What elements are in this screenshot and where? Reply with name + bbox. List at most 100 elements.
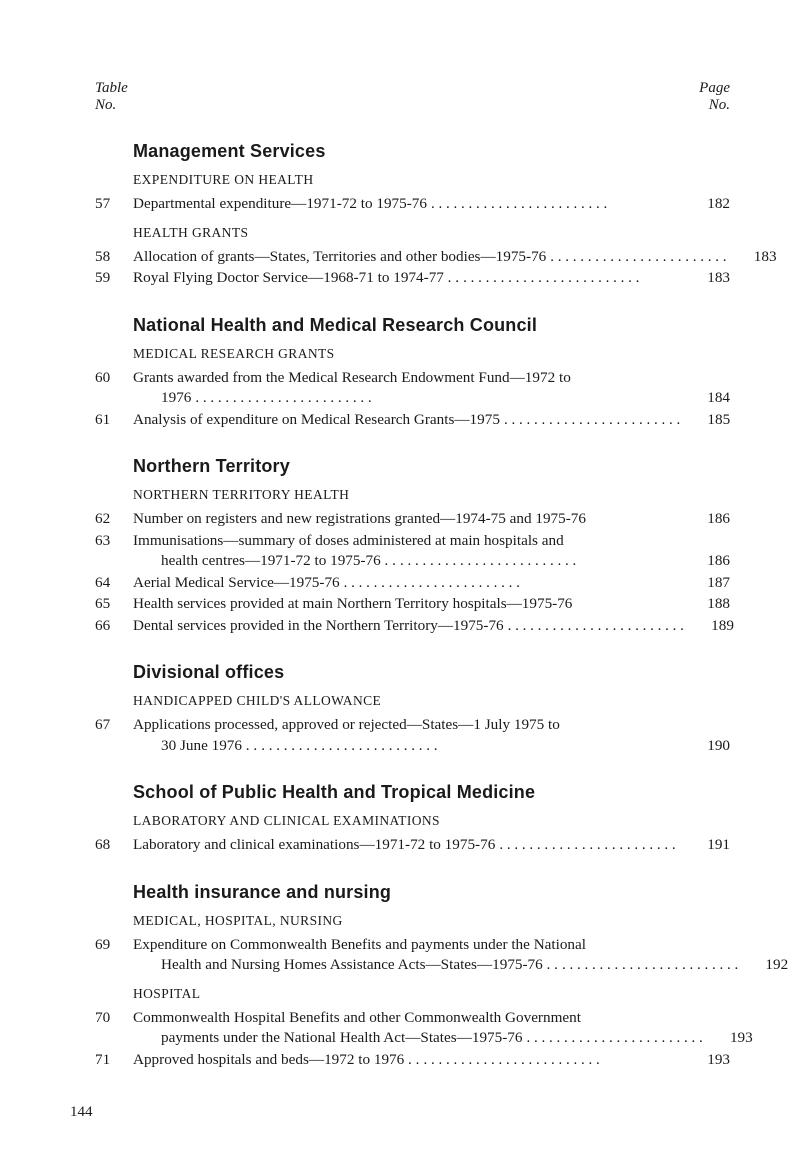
entry-line: Dental services provided in the Northern…	[133, 616, 734, 637]
entry-line: Expenditure on Commonwealth Benefits and…	[133, 935, 788, 956]
entry-description: Immunisations—summary of doses administe…	[133, 531, 730, 572]
entry-description: Analysis of expenditure on Medical Resea…	[133, 410, 730, 431]
page-ref: 192	[738, 955, 788, 976]
table-number: 70	[95, 1008, 133, 1029]
label-no-right: No.	[699, 97, 730, 114]
table-number: 64	[95, 573, 133, 594]
page-ref: 186	[680, 551, 730, 572]
entry-line: Grants awarded from the Medical Research…	[133, 368, 730, 389]
entry-description: Number on registers and new registration…	[133, 509, 730, 530]
entry-line: Laboratory and clinical examinations—197…	[133, 835, 730, 856]
entry-description: Laboratory and clinical examinations—197…	[133, 835, 730, 856]
entry-line: Health services provided at main Norther…	[133, 594, 730, 615]
table-number: 63	[95, 531, 133, 552]
entry-text: Dental services provided in the Northern…	[133, 616, 504, 637]
entry-line: Aerial Medical Service—1975-76187	[133, 573, 730, 594]
entry-line: payments under the National Health Act—S…	[133, 1028, 753, 1049]
entry-text: Approved hospitals and beds—1972 to 1976…	[133, 1050, 419, 1071]
entry-line: Departmental expenditure—1971-72 to 1975…	[133, 194, 730, 215]
entry-description: Aerial Medical Service—1975-76187	[133, 573, 730, 594]
dot-leaders	[504, 616, 684, 636]
dot-leaders	[500, 410, 680, 430]
page-ref: 184	[680, 388, 730, 409]
entry-text: Aerial Medical Service—1975-76	[133, 573, 340, 594]
entry-text: Laboratory and clinical examinations—197…	[133, 835, 495, 856]
entry-description: Approved hospitals and beds—1972 to 1976…	[133, 1050, 730, 1071]
toc-entry: 63Immunisations—summary of doses adminis…	[95, 531, 730, 572]
entry-description: Health services provided at main Norther…	[133, 594, 730, 615]
toc-entry: 70Commonwealth Hospital Benefits and oth…	[95, 1008, 730, 1049]
toc-entry: 66Dental services provided in the Northe…	[95, 616, 730, 637]
toc-entry: 61Analysis of expenditure on Medical Res…	[95, 410, 730, 431]
dot-leaders	[546, 247, 726, 267]
dot-leaders	[396, 551, 680, 571]
toc-entry: 58Allocation of grants—States, Territori…	[95, 247, 730, 268]
header-right: Page No.	[699, 80, 730, 113]
dot-leaders	[191, 388, 680, 408]
page-ref: 193	[703, 1028, 753, 1049]
section-title: Divisional offices	[133, 662, 730, 683]
section-title: Management Services	[133, 141, 730, 162]
table-number: 58	[95, 247, 133, 268]
entry-line: health centres—1971-72 to 1975-76 . . 186	[133, 551, 730, 572]
label-no-left: No.	[95, 97, 128, 114]
entry-text: 30 June 1976 . .	[161, 736, 257, 757]
table-number: 60	[95, 368, 133, 389]
document-page: Table No. Page No. Management Servicesex…	[0, 0, 800, 1161]
entry-description: Dental services provided in the Northern…	[133, 616, 734, 637]
page-ref: 190	[680, 736, 730, 757]
table-number: 67	[95, 715, 133, 736]
toc-section: National Health and Medical Research Cou…	[95, 315, 730, 431]
entry-line: 30 June 1976 . . 190	[133, 736, 730, 757]
dot-leaders	[427, 194, 680, 214]
toc-section: School of Public Health and Tropical Med…	[95, 782, 730, 856]
entry-description: Applications processed, approved or reje…	[133, 715, 730, 756]
section-subhead: medical, hospital, nursing	[133, 913, 730, 929]
entry-text: Grants awarded from the Medical Research…	[133, 368, 571, 389]
dot-leaders	[257, 736, 680, 756]
label-page: Page	[699, 80, 730, 97]
table-number: 61	[95, 410, 133, 431]
dot-leaders	[558, 955, 738, 975]
entry-text: health centres—1971-72 to 1975-76 . .	[161, 551, 396, 572]
entry-line: Approved hospitals and beds—1972 to 1976…	[133, 1050, 730, 1071]
toc-entry: 57Departmental expenditure—1971-72 to 19…	[95, 194, 730, 215]
dot-leaders	[522, 1028, 702, 1048]
page-ref: 183	[680, 268, 730, 289]
toc-content: Management Servicesexpenditure on health…	[95, 141, 730, 1070]
table-number: 65	[95, 594, 133, 615]
table-number: 59	[95, 268, 133, 289]
page-ref: 193	[680, 1050, 730, 1071]
entry-text: 1976	[161, 388, 191, 409]
toc-section: Health insurance and nursingmedical, hos…	[95, 882, 730, 1071]
toc-entry: 69Expenditure on Commonwealth Benefits a…	[95, 935, 730, 976]
section-subhead: laboratory and clinical examinations	[133, 813, 730, 829]
toc-entry: 67Applications processed, approved or re…	[95, 715, 730, 756]
entry-text: Applications processed, approved or reje…	[133, 715, 560, 736]
table-number: 71	[95, 1050, 133, 1071]
toc-entry: 68Laboratory and clinical examinations—1…	[95, 835, 730, 856]
entry-description: Expenditure on Commonwealth Benefits and…	[133, 935, 788, 976]
page-ref: 183	[727, 247, 777, 268]
entry-line: Number on registers and new registration…	[133, 509, 730, 530]
entry-line: Royal Flying Doctor Service—1968-71 to 1…	[133, 268, 730, 289]
dot-leaders	[459, 268, 680, 288]
toc-section: Northern Territorynorthern territory hea…	[95, 456, 730, 636]
entry-text: Number on registers and new registration…	[133, 509, 586, 530]
toc-entry: 60Grants awarded from the Medical Resear…	[95, 368, 730, 409]
page-ref: 185	[680, 410, 730, 431]
section-title: School of Public Health and Tropical Med…	[133, 782, 730, 803]
section-subhead: hospital	[133, 986, 730, 1002]
entry-line: Immunisations—summary of doses administe…	[133, 531, 730, 552]
entry-line: Analysis of expenditure on Medical Resea…	[133, 410, 730, 431]
toc-section: Divisional offices handicapped child's al…	[95, 662, 730, 756]
table-number: 62	[95, 509, 133, 530]
dot-leaders	[419, 1050, 680, 1070]
page-ref: 186	[680, 509, 730, 530]
entry-text: Health services provided at main Norther…	[133, 594, 572, 615]
section-title: National Health and Medical Research Cou…	[133, 315, 730, 336]
toc-section: Management Servicesexpenditure on health…	[95, 141, 730, 289]
section-subhead: health grants	[133, 225, 730, 241]
section-subhead: handicapped child's allowance	[133, 693, 730, 709]
entry-text: Allocation of grants—States, Territories…	[133, 247, 546, 268]
